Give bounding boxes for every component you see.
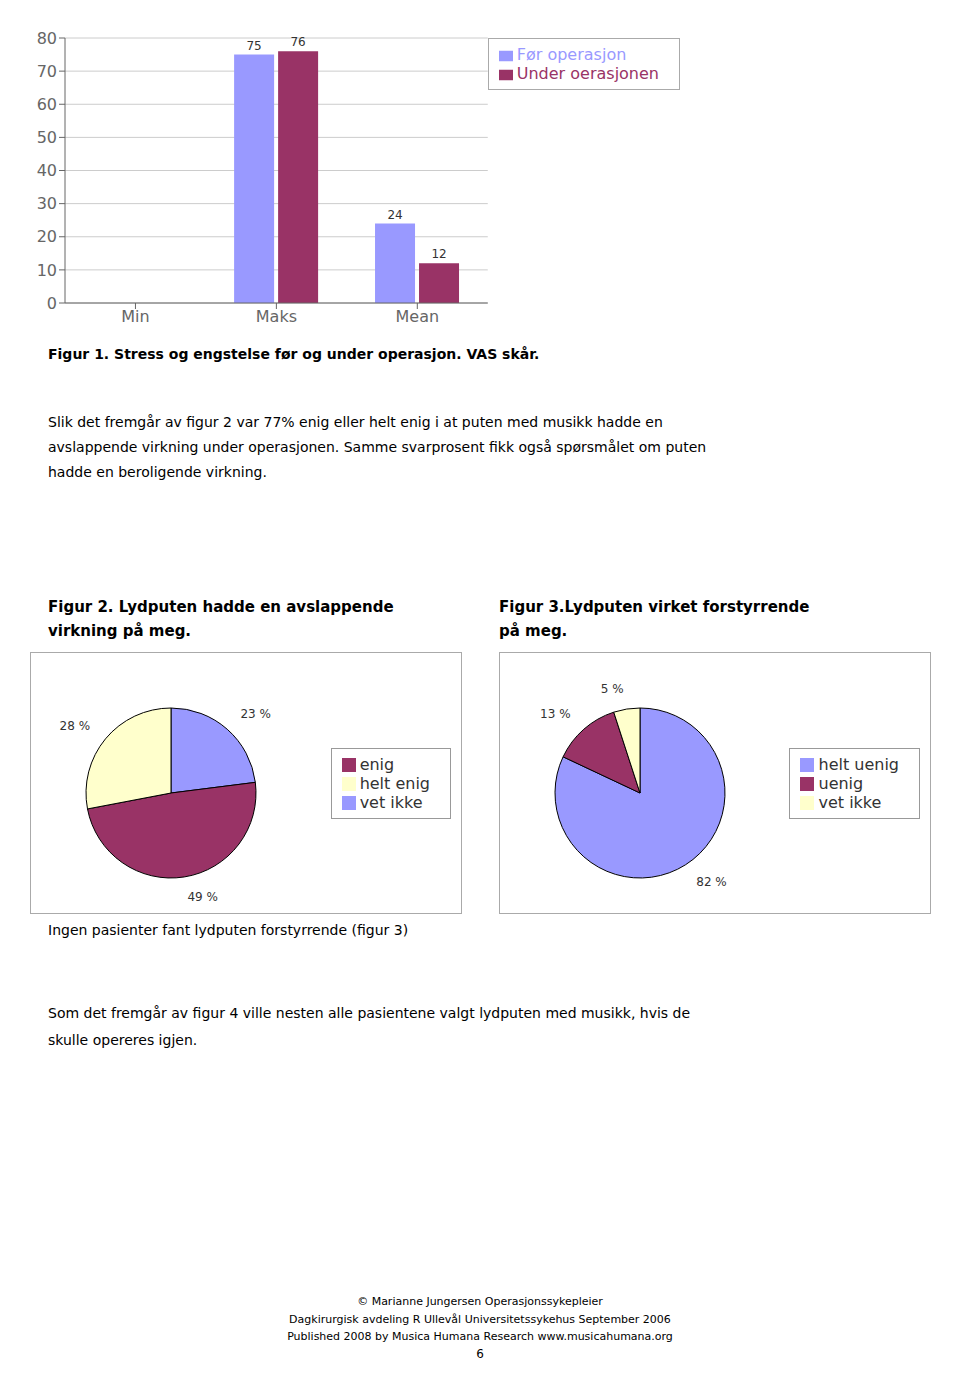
html-text:Som det fremgår av figur 4 vil: Som det fremgår av figur 4 ville nesten … xyxy=(48,1005,691,1048)
html-text:6: 6 xyxy=(476,1347,484,1361)
html-text:helt uenig: helt uenig xyxy=(818,754,899,774)
html-text:Figur 3.Lydputen virket forsty: Figur 3.Lydputen virket forstyrrende på … xyxy=(499,598,810,640)
svg-text:50: 50 xyxy=(37,128,57,147)
html-text:Figur 1. Stress og engstelse f: Figur 1. Stress og engstelse før og unde… xyxy=(48,346,540,362)
html-text:© Marianne Jungersen Operasjon: © Marianne Jungersen Operasjonssykepleie… xyxy=(287,1295,673,1344)
svg-text:82 %: 82 % xyxy=(696,875,727,889)
html-text:vet ikke: vet ikke xyxy=(359,792,423,812)
html-text:Slik det fremgår av figur 2 va: Slik det fremgår av figur 2 var 77% enig… xyxy=(48,414,707,481)
svg-text:20: 20 xyxy=(37,227,57,246)
html-text:helt enig: helt enig xyxy=(359,773,430,793)
svg-text:10: 10 xyxy=(37,261,57,280)
svg-text:76: 76 xyxy=(290,35,305,49)
svg-text:24: 24 xyxy=(387,208,402,222)
html-text:Ingen pasienter fant lydputen: Ingen pasienter fant lydputen forstyrren… xyxy=(48,922,409,938)
svg-text:30: 30 xyxy=(37,194,57,213)
html-text:Figur 2. Lydputen hadde en avs: Figur 2. Lydputen hadde en avslappende v… xyxy=(48,598,394,640)
svg-text:40: 40 xyxy=(37,161,57,180)
svg-text:Maks: Maks xyxy=(256,307,297,326)
svg-text:80: 80 xyxy=(37,29,57,48)
svg-text:75: 75 xyxy=(246,39,261,53)
html-text:Under oerasjonen: Under oerasjonen xyxy=(516,64,659,83)
svg-text:5 %: 5 % xyxy=(601,682,624,696)
svg-text:Min: Min xyxy=(121,307,149,326)
html-text:Før operasjon: Før operasjon xyxy=(516,45,627,64)
svg-text:12: 12 xyxy=(431,247,446,261)
svg-text:0: 0 xyxy=(47,294,57,313)
svg-text:49 %: 49 % xyxy=(187,890,218,904)
svg-text:Mean: Mean xyxy=(396,307,440,326)
svg-text:70: 70 xyxy=(37,62,57,81)
html-text:enig: enig xyxy=(359,754,395,774)
svg-text:23 %: 23 % xyxy=(240,707,271,721)
svg-text:60: 60 xyxy=(37,95,57,114)
svg-text:13 %: 13 % xyxy=(540,707,571,721)
html-text:uenig: uenig xyxy=(818,773,864,793)
html-text:vet ikke: vet ikke xyxy=(818,792,882,812)
svg-text:28 %: 28 % xyxy=(60,719,91,733)
